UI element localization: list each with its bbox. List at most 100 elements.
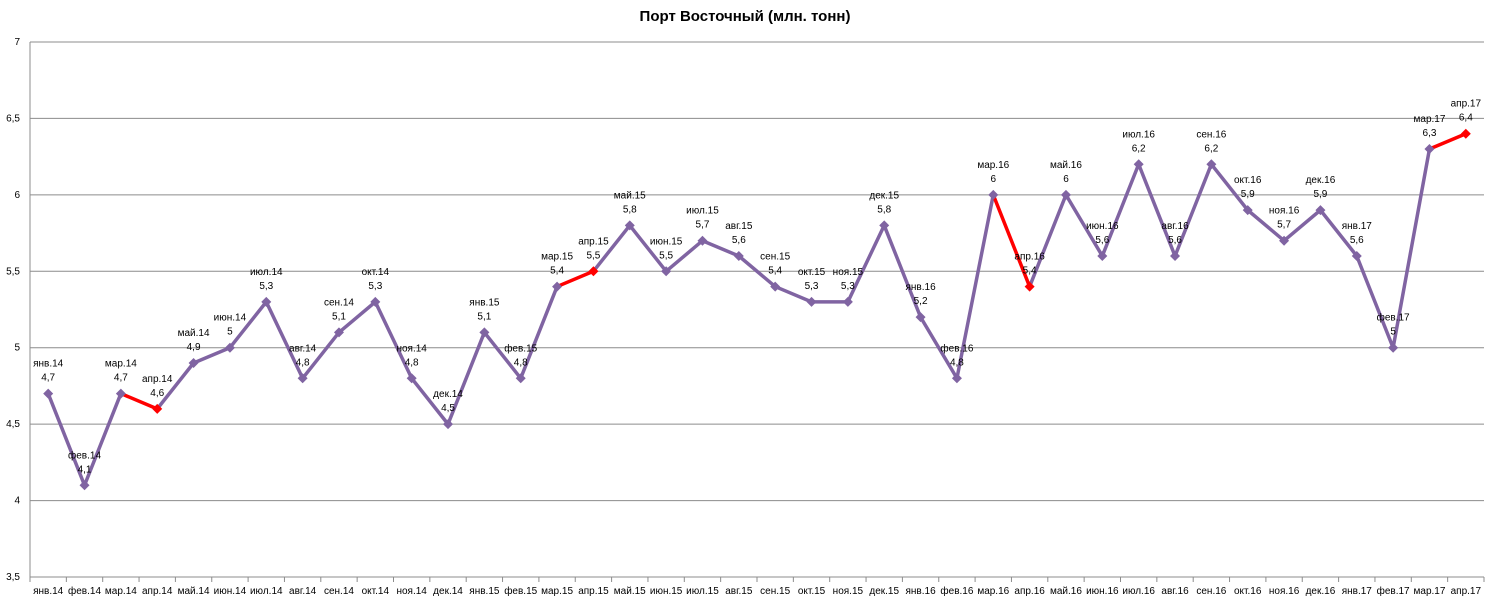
data-label-category: июл.14 [250,267,283,278]
x-tick-label: окт.15 [798,586,826,597]
data-point [370,296,381,307]
y-tick-label: 3,5 [6,572,20,583]
x-tick-label: июл.14 [250,586,283,597]
data-label-category: мар.17 [1414,114,1446,125]
data-point [588,266,599,277]
x-tick-label: авг.14 [289,586,317,597]
series-segment [628,223,668,274]
data-label-category: апр.17 [1451,99,1482,110]
x-tick-label: дек.15 [869,586,899,597]
data-point [443,419,454,430]
data-point [43,388,54,399]
data-point [406,373,417,384]
data-label-category: авг.15 [725,221,753,232]
x-tick-label: апр.17 [1451,586,1482,597]
series-segment [1391,147,1432,350]
series-segment [1173,162,1214,258]
x-tick-label: сен.15 [760,586,790,597]
data-point [1242,205,1253,216]
series-segment [46,391,87,488]
series-segment-highlight [555,269,596,289]
data-label-value: 5,7 [696,220,710,231]
series-segment [337,300,378,335]
x-tick-label: янв.17 [1342,586,1373,597]
data-label-category: мар.15 [541,252,573,263]
series-segment [1027,193,1068,289]
x-tick-label: фев.14 [68,585,101,597]
data-point [152,403,163,414]
x-tick-label: май.14 [178,586,210,597]
series-segment [955,193,996,381]
x-tick-label: сен.14 [324,586,354,597]
series-segment [591,223,632,274]
data-point [624,220,635,231]
data-label-value: 5 [1390,327,1396,338]
data-label-category: июн.14 [214,313,247,324]
data-label-value: 5,6 [1168,235,1182,246]
x-tick-label: июн.14 [214,586,247,597]
series-segment [1100,162,1141,258]
data-label-category: фев.17 [1377,312,1410,324]
data-label-category: сен.15 [760,252,790,263]
data-label-value: 5,3 [368,281,382,292]
data-point [1133,159,1144,170]
x-tick-label: апр.15 [578,586,609,597]
x-tick-label: ноя.14 [396,586,427,597]
data-label-value: 5,9 [1241,189,1255,200]
data-label-value: 4,9 [187,342,201,353]
data-point [733,251,744,261]
data-label-value: 5,6 [1095,235,1109,246]
x-tick-label: ноя.15 [833,586,864,597]
series-segment [1318,208,1359,258]
series-segment-highlight [1427,131,1468,151]
data-label-category: мар.16 [977,160,1009,171]
x-tick-label: дек.14 [433,586,463,597]
data-point [515,373,526,384]
series-segment [737,254,777,289]
data-point [697,235,708,246]
x-tick-label: фев.15 [504,585,537,597]
x-tick-label: сен.16 [1196,586,1226,597]
data-label-category: янв.15 [469,297,500,308]
data-label-category: дек.14 [433,389,463,400]
series-segment [882,223,923,319]
data-label-value: 6,4 [1459,113,1473,124]
data-point [915,312,926,323]
series-segment [82,391,123,488]
data-point [1460,128,1471,139]
data-point [1279,235,1290,246]
data-point [1097,251,1108,261]
series-segment [482,330,523,381]
x-tick-label: июн.16 [1086,586,1119,597]
data-label-category: май.15 [614,190,646,201]
x-tick-label: май.15 [614,586,646,597]
data-label-value: 5,6 [732,235,746,246]
data-label-category: июн.16 [1086,221,1119,232]
y-tick-label: 6 [14,190,20,201]
data-label-category: янв.16 [905,282,936,293]
x-tick-label: июл.16 [1122,586,1155,597]
data-label-value: 6,2 [1204,143,1218,154]
series-segment-highlight [991,193,1032,289]
data-label-value: 5,4 [1023,266,1037,277]
data-label-category: ноя.15 [833,267,864,278]
data-label-value: 5,6 [1350,235,1364,246]
data-label-category: окт.16 [1234,175,1262,186]
data-point [806,296,817,307]
data-label-value: 4,7 [41,373,55,384]
x-tick-label: апр.14 [142,586,173,597]
data-label-category: сен.14 [324,297,354,308]
y-tick-label: 5,5 [6,266,20,277]
data-label-category: дек.16 [1306,175,1336,186]
data-label-value: 6,2 [1132,143,1146,154]
data-label-value: 6,3 [1423,128,1437,139]
chart-title: Порт Восточный (млн. тонн) [639,8,851,25]
data-point [224,342,235,353]
data-point [333,327,344,338]
data-point [661,266,672,277]
data-label-value: 4,1 [78,464,92,475]
series-segment [664,238,705,274]
x-tick-label: апр.16 [1014,586,1045,597]
x-tick-label: янв.15 [469,586,500,597]
